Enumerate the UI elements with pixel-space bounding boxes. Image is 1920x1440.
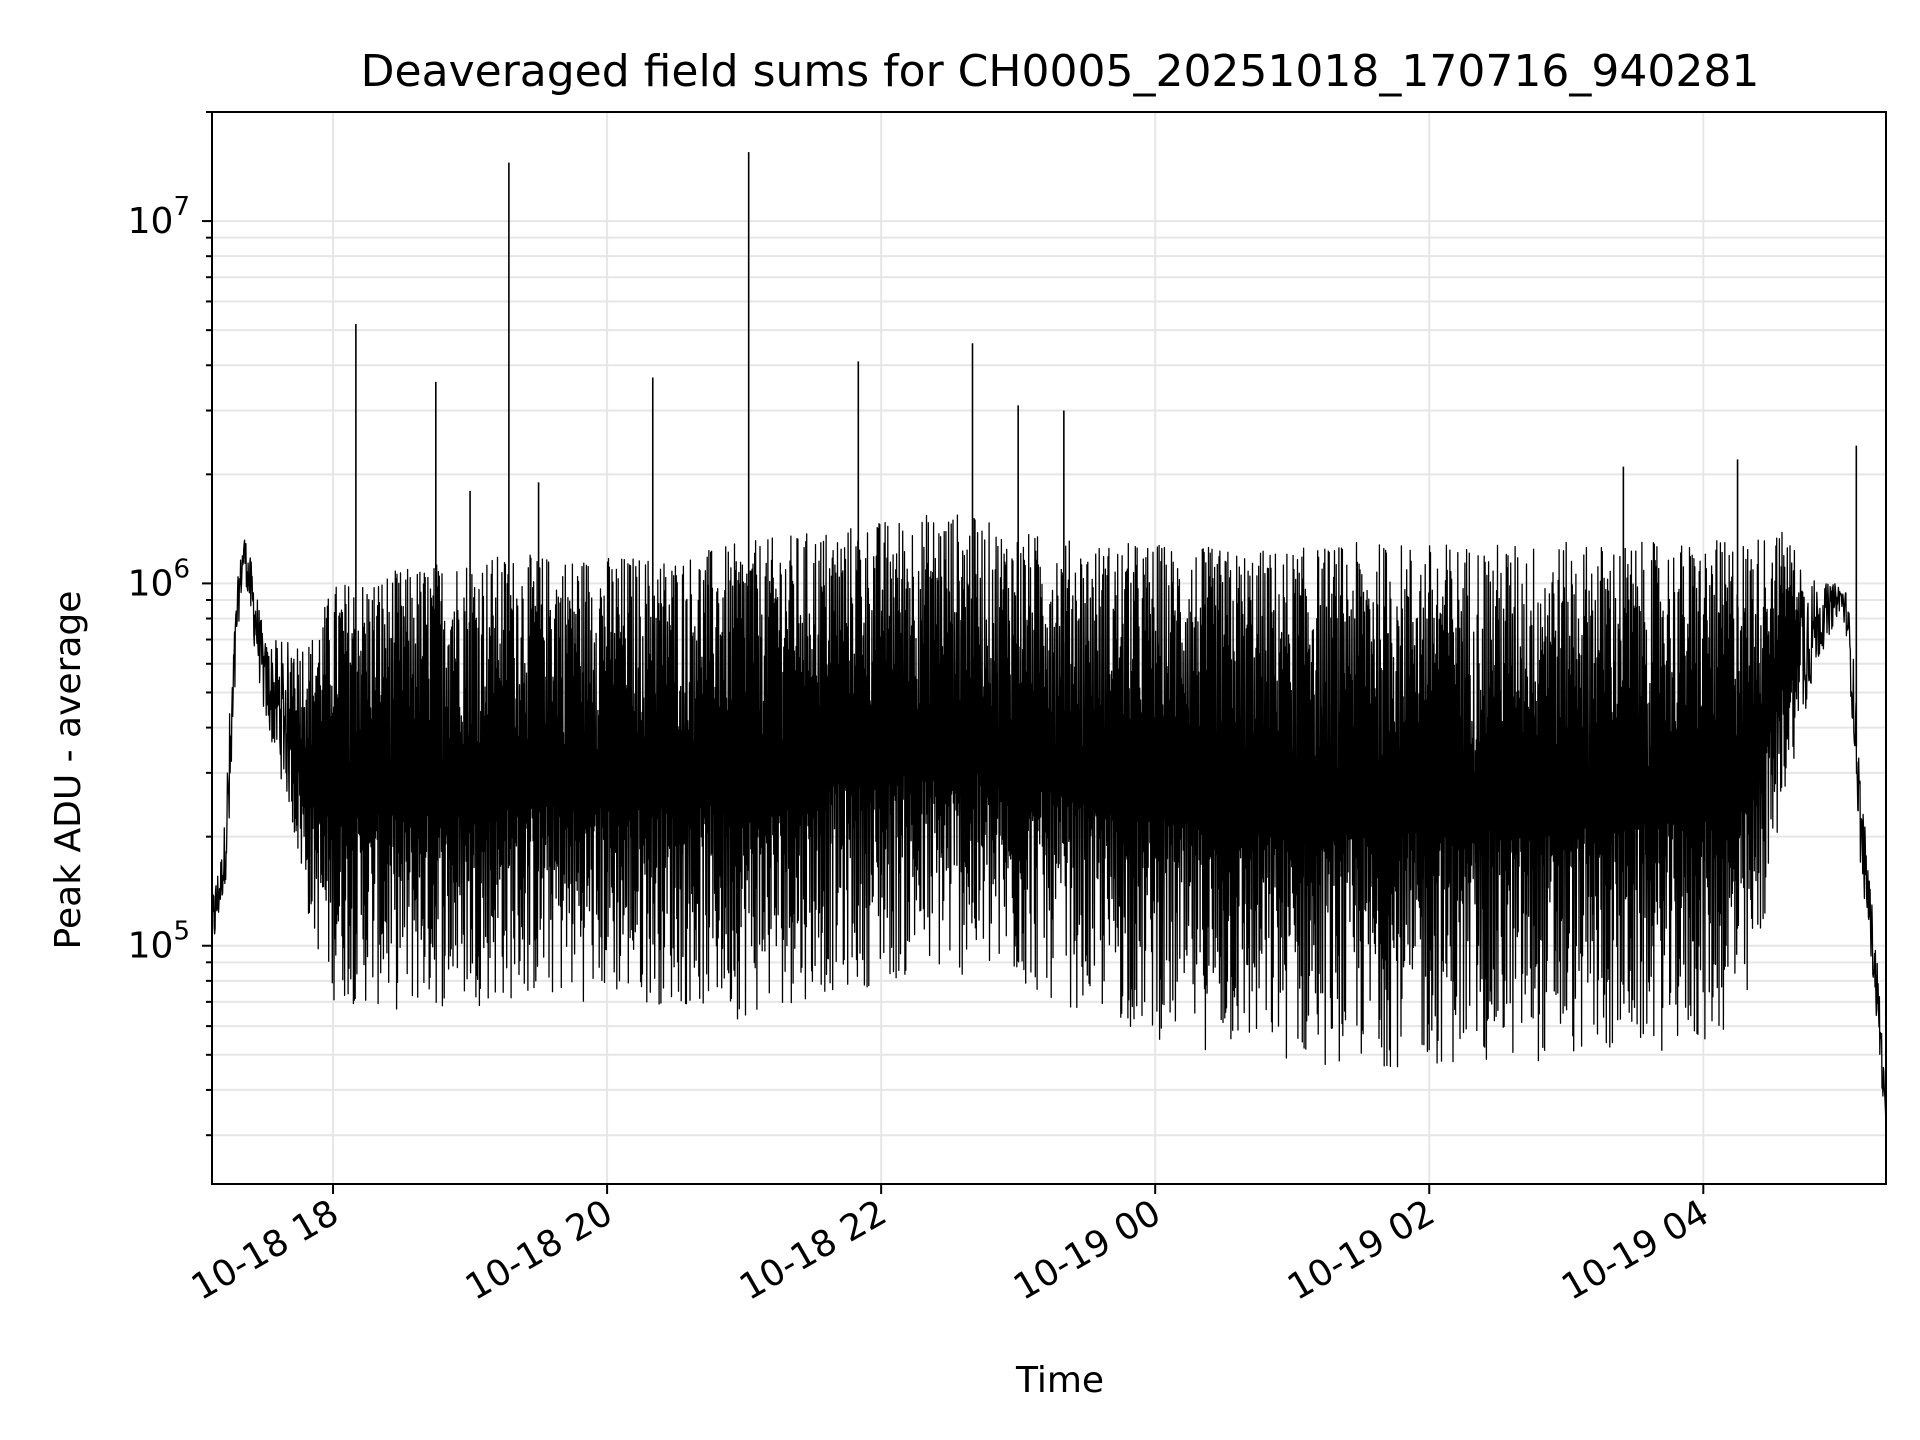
y-tick-label: 107 — [128, 192, 190, 242]
x-tick-label: 10-19 04 — [1555, 1192, 1716, 1308]
x-axis-label: Time — [1015, 1360, 1104, 1401]
x-tick-label: 10-18 18 — [185, 1192, 346, 1308]
chart-title: Deaveraged field sums for CH0005_2025101… — [361, 46, 1760, 97]
series-line — [212, 152, 1886, 1130]
y-tick-label: 106 — [128, 554, 190, 604]
y-tick-label: 105 — [128, 917, 190, 967]
x-tick-label: 10-19 02 — [1281, 1192, 1442, 1308]
plot-frame — [211, 111, 1887, 1185]
x-tick-label: 10-18 22 — [733, 1192, 894, 1308]
series-trace — [212, 514, 1886, 1130]
y-axis-label: Peak ADU - average — [48, 591, 89, 950]
x-tick-label: 10-18 20 — [459, 1192, 620, 1308]
x-tick-label: 10-19 00 — [1007, 1192, 1168, 1308]
